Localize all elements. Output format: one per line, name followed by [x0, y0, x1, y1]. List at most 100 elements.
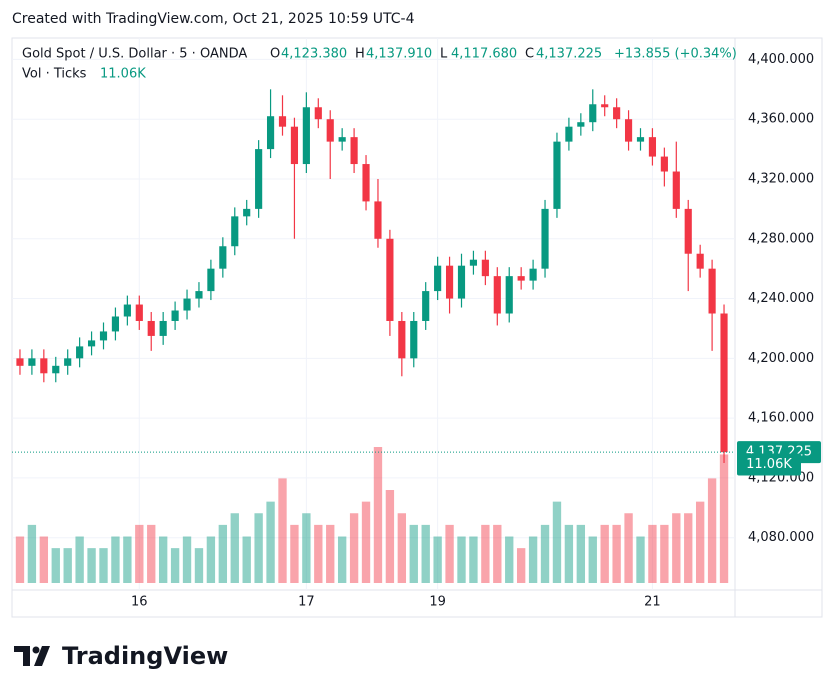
volume-bar	[349, 513, 359, 583]
candle-body	[76, 346, 84, 359]
candle-body	[147, 320, 155, 336]
y-tick-label: 4,280.000	[748, 231, 814, 246]
volume-bar	[660, 524, 669, 583]
candle-body	[386, 238, 394, 321]
volume-bar	[397, 513, 407, 583]
candle-body	[207, 268, 215, 292]
volume-bar	[326, 524, 335, 583]
y-tick-label: 4,320.000	[748, 171, 814, 186]
brand-name: TradingView	[62, 642, 228, 670]
volume-bar	[182, 536, 192, 583]
candle-body	[159, 320, 167, 336]
candle-body	[684, 208, 692, 254]
volume-bar	[290, 524, 299, 583]
candle-body	[636, 137, 645, 142]
volume-bar	[158, 536, 168, 583]
y-tick-label: 4,400.000	[748, 52, 814, 67]
ohlc-label: C	[525, 47, 534, 62]
ohlc-value: 4,137.225	[536, 47, 602, 62]
volume-bar	[361, 501, 371, 583]
x-tick-label: 21	[644, 595, 661, 610]
chart-frame	[11, 37, 823, 618]
volume-bar	[99, 548, 108, 583]
candle-body	[362, 164, 370, 202]
candle-body	[410, 320, 418, 359]
volume-bar	[648, 524, 657, 583]
volume-bar	[15, 536, 25, 583]
volume-bar	[302, 513, 311, 583]
volume-bar	[230, 513, 239, 583]
candle-body	[278, 116, 287, 127]
volume-bar	[528, 536, 538, 583]
volume-bar	[51, 548, 60, 583]
volume-bar	[457, 536, 466, 583]
candle-body	[589, 104, 597, 123]
candle-body	[243, 208, 251, 217]
x-tick-label: 16	[131, 595, 148, 610]
volume-bar	[624, 513, 633, 583]
volume-bar	[278, 478, 287, 583]
volume-bar	[588, 536, 597, 583]
candle-body	[183, 298, 191, 311]
candle-body	[64, 358, 72, 366]
candle-body	[350, 137, 358, 165]
volume-bar	[552, 501, 562, 583]
ohlc-value: 4,123.380	[281, 47, 347, 62]
volume-bar	[63, 548, 72, 583]
candle-body	[290, 126, 299, 165]
volume-bar	[576, 524, 586, 583]
volume-bar	[39, 536, 49, 583]
candle-body	[505, 276, 513, 314]
volume-bar	[194, 548, 204, 583]
volume-bar	[564, 524, 574, 583]
volume-bar	[254, 513, 263, 583]
candle-body	[708, 268, 716, 314]
volume-box-label: 11.06K	[746, 457, 792, 472]
brand-logo	[14, 646, 50, 666]
candle-body	[720, 313, 728, 453]
candle-body	[219, 246, 227, 269]
volume-bar	[612, 524, 621, 583]
candle-body	[314, 107, 322, 120]
candle-body	[517, 276, 525, 281]
volume-bar	[111, 536, 120, 583]
ohlc-label: H	[355, 47, 365, 62]
candle-body	[493, 276, 501, 314]
candle-body	[529, 268, 537, 281]
volume-bar	[636, 536, 645, 583]
y-tick-label: 4,200.000	[748, 351, 814, 366]
volume-bar	[75, 536, 84, 583]
candle-body	[577, 122, 585, 127]
candle-body	[565, 126, 573, 142]
candle-body	[541, 208, 549, 269]
candle-body	[672, 171, 680, 209]
volume-bar	[445, 524, 454, 583]
ohlc-value: 4,117.680	[451, 47, 517, 62]
candle-body	[135, 304, 143, 321]
volume-bar	[600, 524, 609, 583]
ohlc-label: O	[270, 47, 280, 62]
volume-bar	[421, 524, 430, 583]
volume-bar	[695, 501, 705, 583]
candle-body	[601, 104, 609, 108]
volume-bar	[206, 536, 216, 583]
candle-body	[445, 265, 454, 299]
caption: Created with TradingView.com, Oct 21, 20…	[12, 11, 415, 27]
volume-value: 11.06K	[100, 67, 146, 82]
candle-body	[171, 310, 179, 321]
volume-bar	[314, 524, 323, 583]
volume-bar	[481, 524, 490, 583]
volume-bar	[707, 478, 717, 583]
volume-bar	[540, 524, 550, 583]
volume-box	[737, 453, 801, 476]
candle-body	[111, 316, 120, 332]
candle-body	[660, 156, 668, 172]
candle-body	[398, 320, 406, 359]
candle-body	[374, 201, 382, 239]
volume-bar	[433, 536, 442, 583]
ohlc-value: 4,137.910	[366, 47, 432, 62]
volume-bar	[672, 513, 681, 583]
y-tick-label: 4,160.000	[748, 411, 814, 426]
candle-body	[469, 259, 478, 266]
